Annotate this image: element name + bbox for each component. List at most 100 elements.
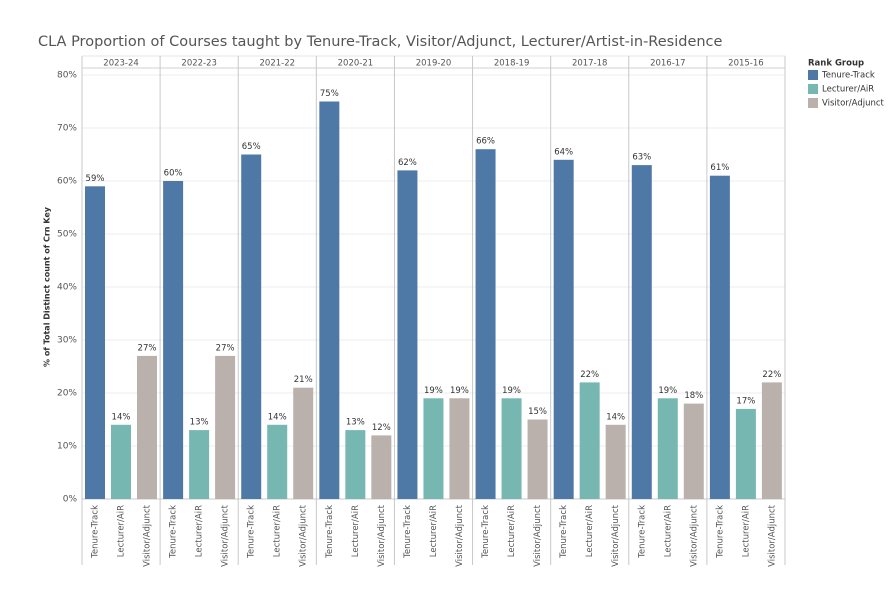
value-label: 19% xyxy=(424,386,443,396)
value-label: 21% xyxy=(294,375,313,385)
value-label: 65% xyxy=(242,142,261,152)
bar xyxy=(163,181,184,499)
legend-label: Lecturer/AiR xyxy=(822,85,874,95)
bar xyxy=(189,430,210,499)
value-label: 15% xyxy=(528,407,547,417)
value-label: 66% xyxy=(476,137,495,147)
legend-swatch xyxy=(808,70,818,80)
bar xyxy=(553,159,574,500)
chart-title: CLA Proportion of Courses taught by Tenu… xyxy=(38,34,723,50)
bar xyxy=(397,170,418,499)
y-tick-label: 10% xyxy=(57,442,77,452)
value-label: 22% xyxy=(580,370,599,380)
y-tick-label: 40% xyxy=(57,283,77,293)
y-tick-label: 50% xyxy=(57,230,77,240)
x-tick-label: Tenure-Track xyxy=(637,505,647,559)
value-label: 17% xyxy=(736,396,755,406)
bar xyxy=(371,435,392,499)
panel-header: 2023-24 xyxy=(103,59,139,69)
bar xyxy=(345,430,366,499)
bar xyxy=(605,424,626,499)
value-label: 19% xyxy=(450,386,469,396)
legend-label: Visitor/Adjunct xyxy=(822,99,885,109)
value-label: 22% xyxy=(762,370,781,380)
value-label: 18% xyxy=(684,391,703,401)
bar xyxy=(449,398,470,499)
value-label: 75% xyxy=(320,89,339,99)
x-tick-label: Tenure-Track xyxy=(325,505,335,559)
x-tick-label: Visitor/Adjunct xyxy=(299,504,309,567)
bar xyxy=(111,424,131,499)
bar xyxy=(319,101,340,499)
x-tick-label: Lecturer/AiR xyxy=(507,505,517,557)
y-tick-label: 20% xyxy=(57,389,77,399)
bar xyxy=(215,355,236,499)
value-label: 64% xyxy=(554,147,573,157)
value-label: 13% xyxy=(190,418,209,428)
x-tick-label: Visitor/Adjunct xyxy=(377,504,387,567)
bar xyxy=(527,419,548,499)
value-label: 60% xyxy=(164,169,183,179)
panel-header: 2015-16 xyxy=(728,59,764,69)
value-label: 14% xyxy=(268,412,287,422)
bar xyxy=(683,403,704,499)
value-label: 27% xyxy=(138,343,157,353)
x-tick-label: Lecturer/AiR xyxy=(273,505,283,557)
x-tick-label: Tenure-Track xyxy=(169,505,179,559)
bar xyxy=(735,408,756,499)
x-tick-label: Tenure-Track xyxy=(247,505,257,559)
value-label: 61% xyxy=(710,163,729,173)
x-tick-label: Lecturer/AiR xyxy=(741,505,751,557)
y-tick-label: 30% xyxy=(57,336,77,346)
x-tick-label: Lecturer/AiR xyxy=(351,505,361,557)
bar xyxy=(475,149,496,499)
bar xyxy=(709,175,730,499)
bar xyxy=(501,398,522,499)
bar xyxy=(137,355,157,499)
legend-swatch xyxy=(808,98,818,108)
panel-header: 2020-21 xyxy=(338,59,374,69)
bar xyxy=(241,154,262,499)
bar xyxy=(267,424,288,499)
y-axis-label: % of Total Distinct count of Crn Key xyxy=(43,206,52,367)
x-tick-label: Lecturer/AiR xyxy=(585,505,595,557)
x-tick-label: Visitor/Adjunct xyxy=(143,504,153,567)
x-tick-label: Tenure-Track xyxy=(403,505,413,559)
panel-header: 2021-22 xyxy=(260,59,296,69)
x-tick-label: Lecturer/AiR xyxy=(195,505,205,557)
value-label: 19% xyxy=(502,386,521,396)
value-label: 14% xyxy=(112,412,131,422)
bar xyxy=(85,186,105,500)
bar xyxy=(423,398,444,499)
x-tick-label: Visitor/Adjunct xyxy=(533,504,543,567)
value-label: 59% xyxy=(86,174,105,184)
value-label: 62% xyxy=(398,158,417,168)
panel-header: 2019-20 xyxy=(416,59,452,69)
x-tick-label: Visitor/Adjunct xyxy=(221,504,231,567)
value-label: 63% xyxy=(632,153,651,163)
x-tick-label: Lecturer/AiR xyxy=(117,505,127,557)
y-tick-label: 70% xyxy=(57,124,77,134)
bar xyxy=(631,165,652,499)
panel-header: 2017-18 xyxy=(572,59,608,69)
x-tick-label: Lecturer/AiR xyxy=(663,505,673,557)
x-tick-label: Visitor/Adjunct xyxy=(767,504,777,567)
x-tick-label: Lecturer/AiR xyxy=(429,505,439,557)
value-label: 27% xyxy=(216,343,235,353)
x-tick-label: Visitor/Adjunct xyxy=(611,504,621,567)
panel-header: 2022-23 xyxy=(181,59,217,69)
x-tick-label: Tenure-Track xyxy=(91,505,101,559)
panel-header: 2018-19 xyxy=(494,59,530,69)
legend-title: Rank Group xyxy=(808,59,864,69)
bar xyxy=(293,387,314,499)
y-tick-label: 0% xyxy=(63,495,78,505)
value-label: 19% xyxy=(658,386,677,396)
y-tick-label: 80% xyxy=(57,71,77,81)
x-tick-label: Visitor/Adjunct xyxy=(689,504,699,567)
y-tick-label: 60% xyxy=(57,177,77,187)
value-label: 13% xyxy=(346,418,365,428)
x-tick-label: Tenure-Track xyxy=(559,505,569,559)
bar xyxy=(579,382,600,499)
x-tick-label: Tenure-Track xyxy=(481,505,491,559)
